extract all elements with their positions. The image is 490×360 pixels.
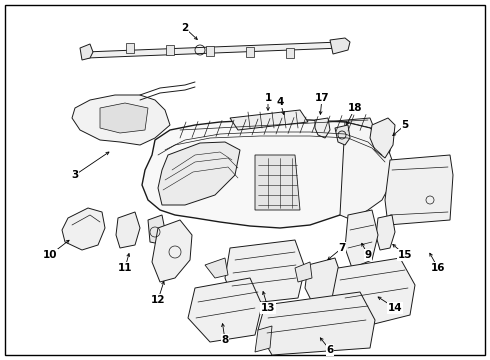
Polygon shape (246, 47, 254, 57)
Text: 16: 16 (431, 263, 445, 273)
Text: 13: 13 (261, 303, 275, 313)
Polygon shape (225, 240, 305, 305)
Polygon shape (230, 110, 308, 130)
Polygon shape (166, 45, 174, 55)
Text: 3: 3 (72, 170, 78, 180)
Polygon shape (205, 258, 228, 278)
Text: 2: 2 (181, 23, 189, 33)
Polygon shape (370, 118, 395, 158)
Polygon shape (340, 122, 392, 220)
Polygon shape (255, 155, 300, 210)
Polygon shape (330, 38, 350, 54)
Polygon shape (258, 292, 375, 355)
Text: 17: 17 (315, 93, 329, 103)
Polygon shape (175, 118, 374, 145)
Polygon shape (100, 103, 148, 133)
Polygon shape (148, 215, 165, 244)
Text: 4: 4 (276, 97, 284, 107)
Polygon shape (305, 258, 342, 308)
Polygon shape (126, 43, 134, 53)
Polygon shape (286, 48, 294, 58)
Polygon shape (80, 44, 93, 60)
Text: 12: 12 (151, 295, 165, 305)
Text: 8: 8 (221, 335, 229, 345)
Polygon shape (332, 258, 415, 328)
Polygon shape (295, 262, 312, 282)
Polygon shape (188, 278, 262, 342)
Text: 1: 1 (265, 93, 271, 103)
Polygon shape (385, 155, 453, 225)
Polygon shape (62, 208, 105, 250)
Polygon shape (345, 210, 378, 268)
Text: 9: 9 (365, 250, 371, 260)
Polygon shape (72, 95, 170, 145)
Polygon shape (255, 326, 272, 352)
Polygon shape (85, 42, 342, 58)
Polygon shape (206, 46, 214, 56)
Polygon shape (142, 120, 390, 228)
Text: 10: 10 (43, 250, 57, 260)
Polygon shape (116, 212, 140, 248)
Text: 5: 5 (401, 120, 409, 130)
Text: 6: 6 (326, 345, 334, 355)
Text: 14: 14 (388, 303, 402, 313)
Text: 18: 18 (348, 103, 362, 113)
Polygon shape (376, 215, 395, 250)
Polygon shape (315, 118, 330, 138)
Text: 7: 7 (338, 243, 345, 253)
Text: 11: 11 (118, 263, 132, 273)
Polygon shape (152, 220, 192, 282)
Text: 15: 15 (398, 250, 412, 260)
Polygon shape (158, 142, 240, 205)
Polygon shape (335, 125, 350, 145)
